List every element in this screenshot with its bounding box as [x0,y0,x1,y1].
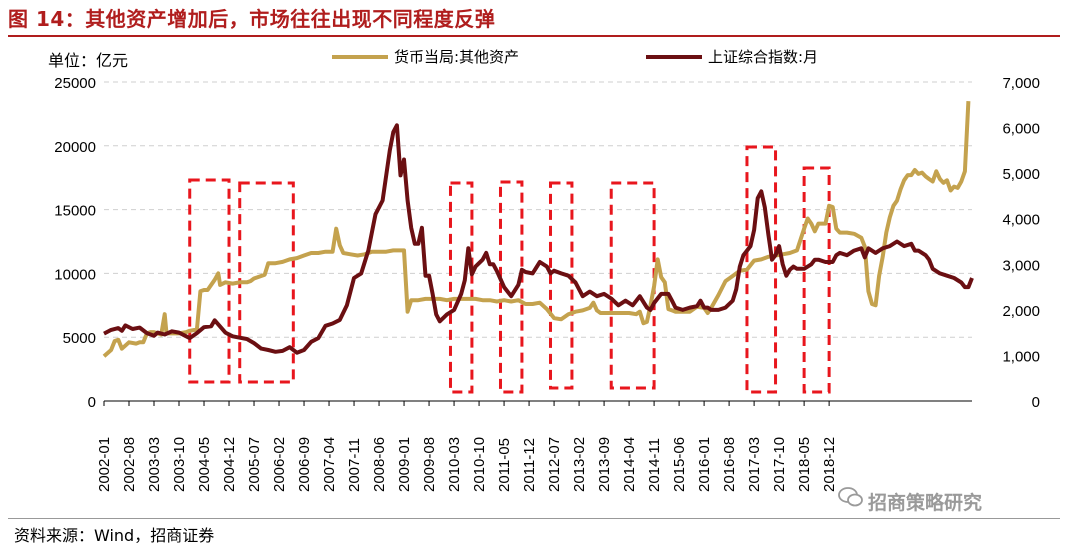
x-tick-label: 2006-09 [296,437,313,492]
x-tick-label: 2017-03 [746,437,763,492]
legend: 货币当局:其他资产 上证综合指数:月 [332,48,818,66]
left-tick-label: 20000 [54,139,96,156]
right-tick-label: 0 [1032,394,1040,411]
x-tick-label: 2018-05 [796,437,813,492]
x-tick-label: 2010-03 [446,437,463,492]
right-axis-ticks: 0 1,000 2,000 3,000 4,000 5,000 6,000 7,000 [1002,75,1040,411]
highlight-box [498,180,524,394]
highlight-box [609,181,656,390]
right-tick-label: 1,000 [1002,348,1040,365]
right-tick-label: 2,000 [1002,303,1040,320]
series-lines [102,101,974,358]
x-tick-label: 2011-05 [496,438,513,492]
legend-label-shanghai-index: 上证综合指数:月 [708,48,818,66]
x-tick-label: 2004-12 [221,437,238,492]
source-note: 资料来源：Wind，招商证券 [14,526,215,545]
highlight-boxes [188,145,831,394]
x-tick-label: 2002-08 [121,437,138,492]
highlight-box [802,166,831,394]
x-tick-label: 2002-01 [96,437,113,492]
x-tick-label: 2007-11 [346,438,363,492]
right-tick-label: 4,000 [1002,212,1040,229]
unit-label: 单位：亿元 [48,51,129,70]
x-tick-label: 2007-04 [321,437,338,492]
left-tick-label: 10000 [54,266,96,283]
x-tick-label: 2010-10 [471,437,488,492]
highlight-box [745,145,778,394]
legend-label-other-assets: 货币当局:其他资产 [394,48,519,66]
x-tick-label: 2008-06 [371,437,388,492]
highlight-box [448,181,474,394]
x-tick-label: 2011-12 [521,438,538,492]
x-axis-ticks: 2002-01 2002-08 2003-03 2003-10 2004-05 2004-… [96,401,838,492]
x-tick-label: 2003-03 [146,437,163,492]
x-tick-label: 2004-05 [196,437,213,492]
x-tick-label: 2006-02 [271,437,288,492]
x-tick-label: 2009-01 [396,437,413,492]
highlight-box [188,178,231,384]
x-tick-label: 2018-12 [821,437,838,492]
left-tick-label: 0 [88,394,96,411]
left-tick-label: 5000 [63,330,96,347]
chart-title: 图 14：其他资产增加后，市场往往出现不同程度反弹 [8,7,496,31]
x-tick-label: 2003-10 [171,437,188,492]
x-tick-label: 2009-08 [421,437,438,492]
title-divider [8,35,1060,37]
footer-divider [8,518,1060,519]
x-tick-label: 2015-06 [671,437,688,492]
left-tick-label: 25000 [54,75,96,92]
right-tick-label: 5,000 [1002,166,1040,183]
right-tick-label: 3,000 [1002,257,1040,274]
watermark: 招商策略研究 [868,492,983,514]
right-tick-label: 7,000 [1002,75,1040,92]
left-tick-label: 15000 [54,203,96,220]
grid-lines [104,81,972,338]
x-tick-label: 2005-07 [246,437,263,492]
series-line-other-assets [102,101,971,358]
x-tick-label: 2013-02 [571,437,588,492]
x-tick-label: 2017-10 [771,437,788,492]
x-tick-label: 2016-01 [696,437,713,492]
left-axis-ticks: 0 5000 10000 15000 20000 25000 [54,75,96,411]
highlight-box [549,181,574,390]
x-tick-label: 2016-08 [721,437,738,492]
x-tick-label: 2012-07 [546,437,563,492]
x-tick-label: 2014-04 [621,437,638,492]
right-tick-label: 6,000 [1002,121,1040,138]
wechat-icon [838,487,863,507]
x-tick-label: 2013-09 [596,437,613,492]
x-tick-label: 2014-11 [646,438,663,492]
series-line-shanghai-index [103,123,974,355]
